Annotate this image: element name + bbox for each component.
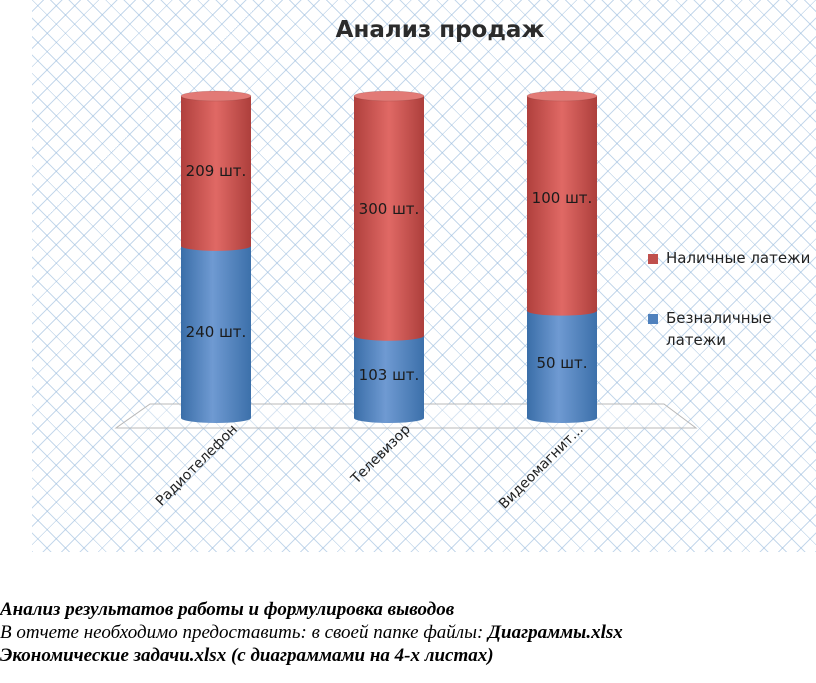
data-label-cash-2: 300 шт. <box>359 200 420 218</box>
bar-cashless-3 <box>527 310 597 423</box>
tick-label-1: Радиотелефон <box>153 422 241 510</box>
legend: Наличные латежи Безналичные латежи <box>648 249 810 349</box>
data-label-cash-3: 100 шт. <box>532 189 593 207</box>
legend-item-cash: Наличные латежи <box>648 249 810 267</box>
data-label-cashless-2: 103 шт. <box>359 366 420 384</box>
sales-chart-svg: Анализ продаж 240 шт. 209 шт. 103 шт. 300 ш… <box>114 17 810 512</box>
bar-cash-3 <box>526 90 598 316</box>
instructions-text: Анализ результатов работы и формулировка… <box>0 598 816 667</box>
legend-swatch-cashless <box>648 314 658 324</box>
tick-label-3: Видеомагнит… <box>496 422 587 513</box>
sales-chart: Анализ продаж 240 шт. 209 шт. 103 шт. 300 ш… <box>32 0 816 552</box>
data-label-cash-1: 209 шт. <box>186 162 247 180</box>
data-label-cashless-3: 50 шт. <box>536 354 587 372</box>
bars-group: 240 шт. 209 шт. 103 шт. 300 шт. 50 шт. 100 шт… <box>180 90 598 423</box>
legend-label-cashless-2: латежи <box>666 331 726 349</box>
report-instruction: В отчете необходимо предоставить: в свое… <box>0 622 489 643</box>
legend-label-cash-1: Наличные латежи <box>666 249 810 267</box>
file-name-economic-tasks: Экономические задачи.xlsx (с диаграммами… <box>0 645 494 666</box>
bar-cash-2 <box>353 90 425 341</box>
legend-label-cashless-1: Безналичные <box>666 309 772 327</box>
chart-title: Анализ продаж <box>336 17 545 43</box>
report-line: В отчете необходимо предоставить: в свое… <box>0 621 816 644</box>
bar-cashless-2 <box>354 335 424 423</box>
legend-swatch-cash <box>648 254 658 264</box>
file-name-diagrams: Диаграммы.xlsx <box>488 622 623 643</box>
bar-cashless-1 <box>181 245 251 423</box>
section-heading: Анализ результатов работы и формулировка… <box>0 599 455 620</box>
tick-label-2: Телевизор <box>347 421 414 488</box>
data-label-cashless-1: 240 шт. <box>186 323 247 341</box>
bar-cash-1 <box>180 90 252 251</box>
category-tick-labels: Радиотелефон Телевизор Видеомагнит… <box>153 421 587 512</box>
legend-item-cashless: Безналичные латежи <box>648 309 772 349</box>
